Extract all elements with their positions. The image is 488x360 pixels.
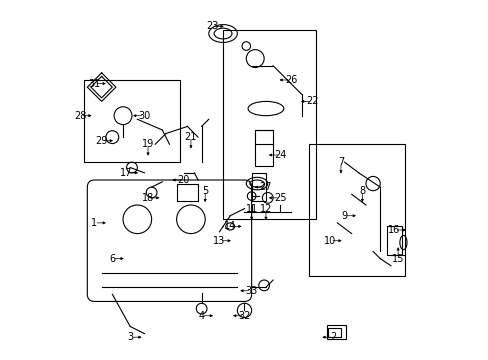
Text: 32: 32 bbox=[238, 311, 250, 321]
Text: 3: 3 bbox=[127, 332, 133, 342]
Text: 15: 15 bbox=[391, 253, 404, 264]
Text: 8: 8 bbox=[359, 186, 365, 196]
Bar bbox=[308, 144, 405, 276]
Text: 33: 33 bbox=[245, 286, 257, 296]
Text: 29: 29 bbox=[95, 136, 107, 146]
Text: 5: 5 bbox=[202, 186, 208, 196]
Text: 25: 25 bbox=[273, 193, 286, 203]
Bar bbox=[255, 130, 272, 166]
Text: 9: 9 bbox=[341, 211, 347, 221]
Text: 20: 20 bbox=[177, 175, 189, 185]
Bar bbox=[328, 328, 340, 337]
Bar bbox=[83, 80, 180, 162]
Text: 18: 18 bbox=[142, 193, 154, 203]
Text: 22: 22 bbox=[305, 96, 318, 107]
Text: 23: 23 bbox=[206, 21, 218, 31]
Text: 24: 24 bbox=[273, 150, 286, 160]
Text: 2: 2 bbox=[330, 332, 336, 342]
Text: 11: 11 bbox=[245, 203, 257, 213]
Text: 7: 7 bbox=[337, 157, 344, 167]
Bar bbox=[386, 226, 401, 255]
Text: 12: 12 bbox=[259, 203, 271, 213]
Text: 19: 19 bbox=[142, 139, 154, 149]
Text: 1: 1 bbox=[91, 218, 97, 228]
Text: 26: 26 bbox=[284, 75, 297, 85]
Text: 10: 10 bbox=[324, 236, 336, 246]
Text: 4: 4 bbox=[198, 311, 204, 321]
Text: 16: 16 bbox=[387, 225, 400, 235]
Bar bbox=[251, 173, 265, 202]
Text: 21: 21 bbox=[184, 132, 197, 142]
Text: 6: 6 bbox=[109, 253, 115, 264]
Text: 30: 30 bbox=[138, 111, 150, 121]
Text: 28: 28 bbox=[74, 111, 86, 121]
Text: 17: 17 bbox=[120, 168, 133, 178]
Bar bbox=[326, 325, 346, 339]
Text: 13: 13 bbox=[213, 236, 225, 246]
Text: 14: 14 bbox=[224, 221, 236, 231]
Bar bbox=[223, 30, 315, 219]
Text: 31: 31 bbox=[88, 78, 101, 89]
Text: 27: 27 bbox=[259, 182, 272, 192]
